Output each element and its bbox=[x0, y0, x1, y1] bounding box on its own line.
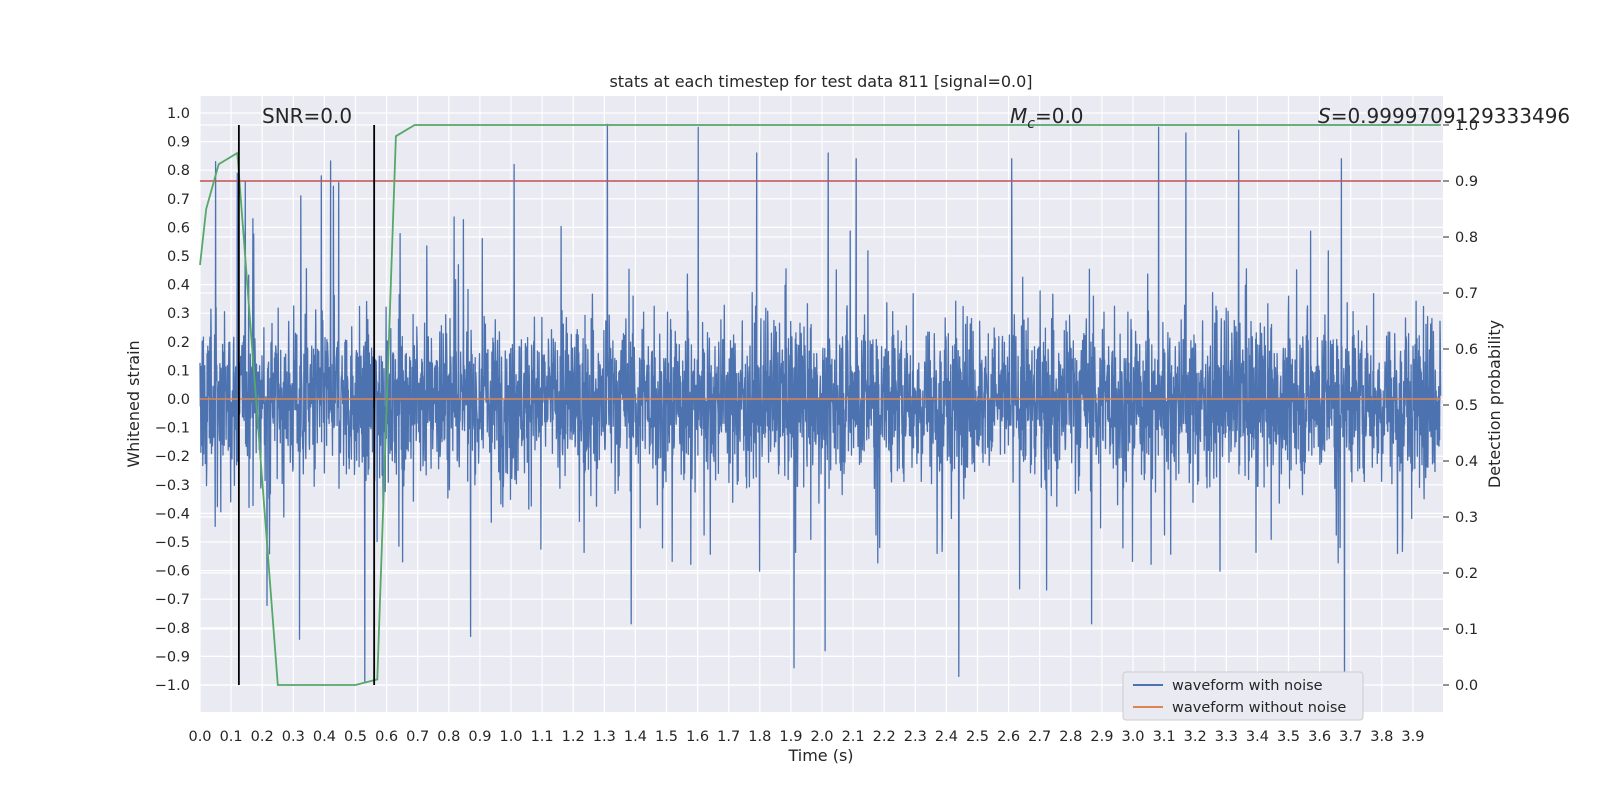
chart-title: stats at each timestep for test data 811… bbox=[609, 72, 1032, 91]
x-tick-label: 1.4 bbox=[624, 729, 647, 745]
x-tick-label: 0.6 bbox=[375, 729, 398, 745]
x-tick-label: 3.4 bbox=[1246, 729, 1269, 745]
x-tick-label: 1.3 bbox=[593, 729, 616, 745]
annotation-snr: SNR=0.0 bbox=[262, 104, 352, 128]
y-left-tick-label: 0.8 bbox=[167, 163, 190, 179]
y-right-tick-label: 0.8 bbox=[1455, 230, 1478, 246]
x-tick-label: 2.0 bbox=[810, 729, 833, 745]
detection-probability-line bbox=[199, 124, 1441, 686]
y-left-tick-label: −0.3 bbox=[155, 478, 190, 494]
y-left-tick-label: −0.5 bbox=[155, 535, 190, 551]
legend-label-without-noise: waveform without noise bbox=[1172, 700, 1346, 716]
x-tick-label: 0.2 bbox=[251, 729, 274, 745]
legend: waveform with noise waveform without noi… bbox=[1122, 671, 1364, 721]
y-left-tick-label: 1.0 bbox=[167, 106, 190, 122]
y-left-tick-label: −0.4 bbox=[155, 506, 190, 522]
y-right-tick-label: 0.0 bbox=[1455, 678, 1478, 694]
y-left-tick-label: 0.5 bbox=[167, 249, 190, 265]
x-tick-label: 1.1 bbox=[531, 729, 554, 745]
x-tick-label: 2.3 bbox=[904, 729, 927, 745]
y-left-tick-label: −0.7 bbox=[155, 592, 190, 608]
y-left-tick-label: 0.0 bbox=[167, 392, 190, 408]
x-tick-label: 1.8 bbox=[748, 729, 771, 745]
y-left-tick-label: 0.9 bbox=[167, 135, 190, 151]
x-tick-label: 1.6 bbox=[686, 729, 709, 745]
annotation-mc-value: =0.0 bbox=[1035, 104, 1084, 128]
x-tick-label: 3.1 bbox=[1153, 729, 1176, 745]
x-tick-label: 3.9 bbox=[1401, 729, 1424, 745]
x-tick-label: 0.0 bbox=[188, 729, 211, 745]
x-tick-label: 0.1 bbox=[220, 729, 243, 745]
y-left-tick-label: 0.6 bbox=[167, 220, 190, 236]
y-left-tick-label: −0.2 bbox=[155, 449, 190, 465]
y-left-tick-label: 0.3 bbox=[167, 306, 190, 322]
x-tick-label: 2.1 bbox=[842, 729, 865, 745]
x-tick-label: 0.3 bbox=[282, 729, 305, 745]
x-tick-label: 1.0 bbox=[499, 729, 522, 745]
y-left-tick-label: −0.1 bbox=[155, 421, 190, 437]
x-tick-label: 3.6 bbox=[1308, 729, 1331, 745]
y-right-tick-label: 0.3 bbox=[1455, 510, 1478, 526]
annotation-s-symbol: S bbox=[1318, 104, 1331, 128]
x-tick-label: 3.0 bbox=[1121, 729, 1144, 745]
y-axis-label-right: Detection probability bbox=[1485, 320, 1504, 488]
y-right-tick-labels: 1.0 0.9 0.8 0.7 0.6 0.5 0.4 0.3 0.2 0.1 0.0 bbox=[1443, 118, 1478, 694]
y-right-tick-label: 0.7 bbox=[1455, 286, 1478, 302]
x-tick-label: 0.7 bbox=[406, 729, 429, 745]
x-tick-label: 0.4 bbox=[313, 729, 336, 745]
legend-box bbox=[1122, 671, 1364, 721]
x-tick-label: 2.2 bbox=[873, 729, 896, 745]
y-left-tick-label: 0.2 bbox=[167, 335, 190, 351]
y-right-tick-label: 0.1 bbox=[1455, 622, 1478, 638]
x-tick-label: 2.4 bbox=[935, 729, 958, 745]
annotation-mc-subscript: c bbox=[1027, 116, 1035, 132]
annotation-mc-symbol: M bbox=[1010, 104, 1027, 128]
y-left-tick-label: −1.0 bbox=[155, 678, 190, 694]
x-tick-label: 3.2 bbox=[1184, 729, 1207, 745]
x-tick-label: 0.8 bbox=[437, 729, 460, 745]
x-tick-label: 3.3 bbox=[1215, 729, 1238, 745]
waveform-with-noise-line bbox=[199, 123, 1442, 683]
x-tick-label: 1.2 bbox=[562, 729, 585, 745]
x-tick-label: 0.9 bbox=[468, 729, 491, 745]
lines bbox=[199, 124, 1441, 686]
series-waveform-with-noise bbox=[199, 123, 1442, 683]
y-right-tick-label: 0.5 bbox=[1455, 398, 1478, 414]
legend-label-with-noise: waveform with noise bbox=[1172, 678, 1323, 694]
annotation-s-value: =0.9999709129333496 bbox=[1331, 104, 1570, 128]
x-tick-labels: 0.0 0.1 0.2 0.3 0.4 0.5 0.6 0.7 0.8 0.9 1.0 1.1 1.2 1… bbox=[188, 729, 1424, 745]
x-tick-label: 1.9 bbox=[779, 729, 802, 745]
x-tick-label: 2.6 bbox=[997, 729, 1020, 745]
y-right-tick-label: 0.6 bbox=[1455, 342, 1478, 358]
y-left-tick-label: −0.9 bbox=[155, 649, 190, 665]
y-left-tick-label: 0.1 bbox=[167, 363, 190, 379]
y-axis-label-left: Whitened strain bbox=[124, 340, 143, 467]
x-tick-label: 2.7 bbox=[1028, 729, 1051, 745]
y-right-tick-label: 0.4 bbox=[1455, 454, 1478, 470]
x-axis-label: Time (s) bbox=[787, 746, 853, 765]
x-tick-label: 3.7 bbox=[1339, 729, 1362, 745]
annotation-s: S=0.9999709129333496 bbox=[1318, 104, 1570, 128]
x-tick-label: 2.9 bbox=[1090, 729, 1113, 745]
x-tick-label: 3.8 bbox=[1370, 729, 1393, 745]
y-right-tick-label: 0.9 bbox=[1455, 174, 1478, 190]
y-right-tick-label: 1.0 bbox=[1455, 118, 1478, 134]
y-left-tick-label: −0.6 bbox=[155, 564, 190, 580]
x-tick-label: 1.7 bbox=[717, 729, 740, 745]
x-tick-label: 1.5 bbox=[655, 729, 678, 745]
annotation-mc: Mc=0.0 bbox=[1010, 104, 1084, 132]
y-left-tick-labels: 1.0 0.9 0.8 0.7 0.6 0.5 0.4 0.3 0.2 0.1 0.0 −0.1 −0.… bbox=[155, 106, 190, 694]
x-tick-label: 0.5 bbox=[344, 729, 367, 745]
y-left-tick-label: 0.7 bbox=[167, 192, 190, 208]
y-left-tick-label: −0.8 bbox=[155, 621, 190, 637]
y-right-tick-label: 0.2 bbox=[1455, 566, 1478, 582]
x-tick-label: 2.8 bbox=[1059, 729, 1082, 745]
y-left-tick-label: 0.4 bbox=[167, 278, 190, 294]
x-tick-label: 2.5 bbox=[966, 729, 989, 745]
x-tick-label: 3.5 bbox=[1277, 729, 1300, 745]
